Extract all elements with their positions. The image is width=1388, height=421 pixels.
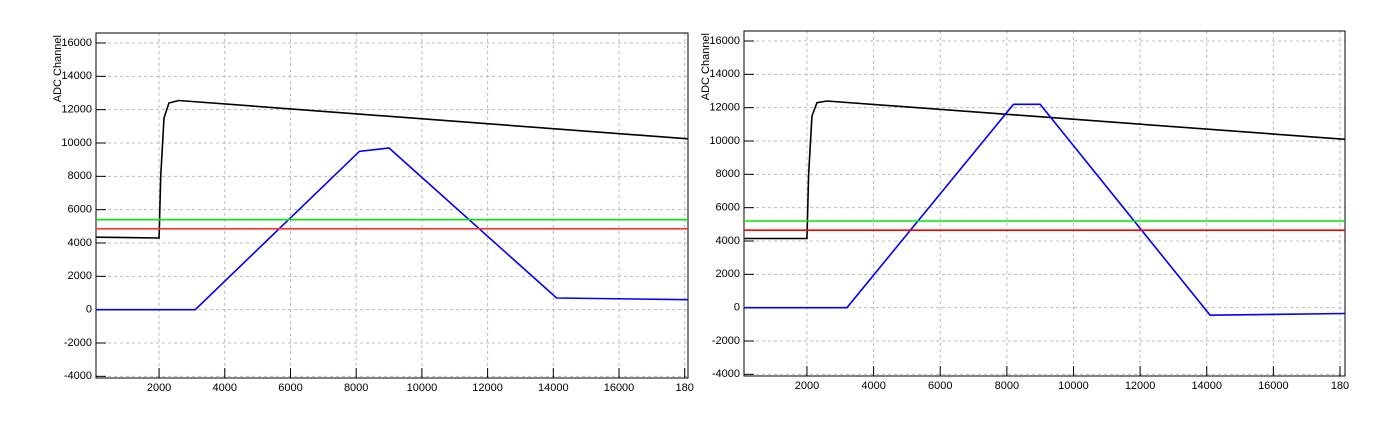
x-tick-label: 2000 <box>147 382 171 394</box>
y-tick-label: 12000 <box>709 102 740 114</box>
chart-panel: -4000 -2000 0 2000 4000 6000 8000 10000 12000 140… <box>700 30 1349 392</box>
series-line <box>96 147 689 311</box>
y-tick-label: 12000 <box>61 104 92 116</box>
y-tick-label: 6000 <box>68 204 92 216</box>
y-tick-label: 2000 <box>68 270 92 282</box>
chart-panel: -4000 -2000 0 2000 4000 6000 8000 10000 12000 140… <box>52 32 694 394</box>
x-tick-label: 12000 <box>472 382 503 394</box>
y-tick-label: 16000 <box>61 37 92 49</box>
x-tick-label: 14000 <box>1191 380 1222 392</box>
y-tick-label: -2000 <box>712 335 740 347</box>
x-tick-label: 4000 <box>861 380 885 392</box>
x-tick-label: 12000 <box>1125 380 1156 392</box>
x-tick-label: 4000 <box>213 382 237 394</box>
x-tick-label: 8000 <box>344 382 368 394</box>
x-tick-label: 8000 <box>995 380 1019 392</box>
series-line <box>95 99 689 239</box>
y-tick-label: -4000 <box>712 368 740 380</box>
y-tick-label: 14000 <box>709 68 740 80</box>
y-tick-label: 8000 <box>68 170 92 182</box>
x-tick-label: 14000 <box>538 382 569 394</box>
series-line <box>744 103 1346 316</box>
x-tick-label: 2000 <box>795 380 819 392</box>
y-tick-label: 0 <box>86 304 92 316</box>
series-line <box>744 100 1346 240</box>
x-tick-label: 180 <box>1331 380 1349 392</box>
x-tick-label: 10000 <box>1058 380 1089 392</box>
y-tick-label: -4000 <box>64 370 92 382</box>
y-tick-label: 6000 <box>716 202 740 214</box>
x-tick-label: 180 <box>676 382 694 394</box>
y-tick-label: 10000 <box>61 137 92 149</box>
y-tick-label: 8000 <box>716 168 740 180</box>
x-tick-label: 6000 <box>928 380 952 392</box>
y-tick-label: 4000 <box>716 235 740 247</box>
y-tick-label: -2000 <box>64 337 92 349</box>
x-tick-label: 6000 <box>278 382 302 394</box>
x-tick-label: 16000 <box>604 382 635 394</box>
y-axis-label: ADC Channel <box>52 35 64 102</box>
plot-frame <box>95 32 689 379</box>
y-axis-label: ADC Channel <box>700 33 712 100</box>
y-tick-label: 0 <box>734 302 740 314</box>
x-tick-label: 16000 <box>1258 380 1289 392</box>
y-tick-label: 10000 <box>709 135 740 147</box>
plot-frame <box>743 30 1346 377</box>
y-tick-label: 14000 <box>61 70 92 82</box>
y-tick-label: 16000 <box>709 35 740 47</box>
y-tick-label: 2000 <box>716 268 740 280</box>
y-tick-label: 4000 <box>68 237 92 249</box>
x-tick-label: 10000 <box>407 382 438 394</box>
